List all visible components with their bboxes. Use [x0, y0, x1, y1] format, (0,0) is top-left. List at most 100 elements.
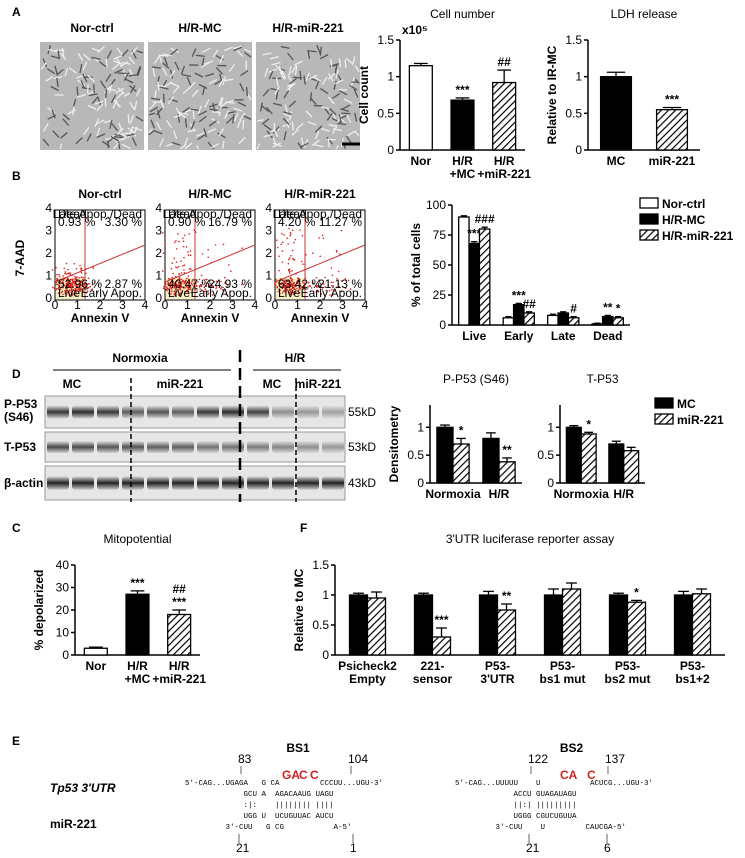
event [174, 294, 176, 297]
cell [203, 128, 208, 138]
event [321, 234, 324, 237]
event [89, 285, 92, 288]
event [184, 287, 186, 289]
legend-swatch [639, 229, 659, 241]
band [272, 405, 294, 419]
event [171, 262, 174, 264]
flow-x-tick: 0 [162, 298, 169, 312]
band [247, 476, 269, 490]
event [274, 272, 276, 274]
cell [307, 121, 317, 126]
event [73, 280, 76, 283]
cell [109, 119, 113, 129]
event [182, 280, 185, 283]
event [175, 248, 178, 250]
event [185, 279, 187, 282]
error-bar [456, 437, 466, 444]
cell [345, 57, 354, 65]
event [63, 267, 66, 270]
site-number: 21 [236, 841, 250, 855]
gate-line [274, 244, 366, 283]
event [195, 282, 197, 285]
cell [112, 100, 118, 109]
cell [286, 82, 296, 88]
event [80, 269, 83, 271]
event [170, 283, 172, 286]
cell [167, 96, 175, 105]
significance: ## *** [172, 582, 186, 609]
y-axis-label: Relative to MC [292, 568, 306, 651]
band [72, 476, 94, 490]
event [66, 286, 69, 289]
error-bar [548, 588, 559, 595]
band [322, 405, 344, 419]
event [182, 237, 184, 240]
cell [135, 87, 141, 97]
sequence-line: 3'-CUU G CG A-5' [185, 824, 352, 832]
cell [116, 47, 123, 56]
event [293, 290, 296, 293]
cell [128, 73, 138, 77]
event [187, 251, 189, 253]
cell [321, 76, 328, 86]
flow-x-label: Annexin V [71, 311, 130, 325]
flow-y-tick: 2 [265, 246, 272, 260]
cell [86, 133, 92, 142]
event [209, 290, 212, 293]
flow-x-tick: 3 [229, 298, 236, 312]
bar [561, 588, 582, 656]
cell [333, 80, 337, 90]
event [189, 285, 191, 287]
event [73, 262, 76, 265]
sequence-line: UGGG CGUCUGUUA [455, 813, 577, 821]
y-tick-label: 100 [426, 198, 446, 212]
event [281, 261, 284, 263]
x-tick-label: Dead [593, 329, 622, 343]
significance: ** [502, 589, 512, 603]
event [288, 289, 291, 291]
cell [205, 73, 215, 77]
event [292, 257, 294, 260]
flow-x-label: Annexin V [181, 311, 240, 325]
cell [173, 130, 178, 140]
event [312, 252, 314, 255]
cell [341, 104, 351, 110]
cell [121, 135, 130, 141]
band [47, 405, 69, 419]
cell [171, 141, 181, 146]
event [60, 291, 63, 294]
event [77, 288, 79, 291]
lane-label: MC [63, 377, 82, 391]
event [288, 227, 290, 230]
cell [331, 117, 341, 124]
y-tick-label: 1 [322, 588, 329, 602]
event [289, 281, 292, 284]
cell [197, 134, 206, 141]
event [66, 279, 69, 281]
blot-strip [44, 465, 346, 501]
cell [169, 69, 176, 78]
cell [215, 67, 223, 75]
y-tick-label: 1 [575, 70, 582, 84]
cell [158, 138, 165, 147]
event [72, 293, 75, 295]
event [291, 289, 294, 292]
y-tick-label: 0 [322, 648, 329, 662]
cell [127, 114, 130, 124]
cell [64, 67, 69, 77]
event [58, 281, 60, 284]
row-label: Tp53 3'UTR [50, 781, 116, 795]
band [72, 405, 94, 419]
blot-size: 53kD [348, 440, 376, 454]
cell [309, 92, 313, 102]
event [200, 274, 203, 277]
event [163, 282, 166, 284]
event [182, 264, 184, 267]
error-bar [613, 592, 624, 595]
cell [124, 78, 134, 84]
event [182, 245, 185, 248]
event [277, 282, 280, 284]
event [288, 258, 290, 261]
panel-label: E [12, 734, 20, 748]
event [179, 288, 182, 291]
